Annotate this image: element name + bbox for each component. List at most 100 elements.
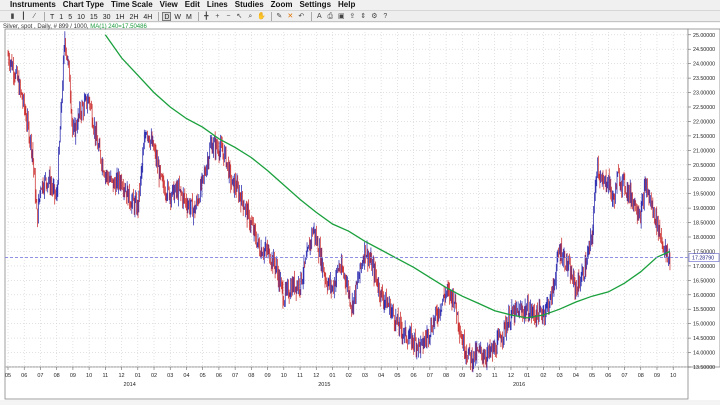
period-m-button[interactable]: M (186, 13, 192, 21)
text-icon[interactable]: A (317, 12, 322, 20)
price-tick-label: 15.50000 (693, 307, 715, 313)
month-label: 02 (346, 373, 352, 379)
price-tick-label: 21.00000 (693, 148, 715, 154)
month-label: 04 (183, 373, 189, 379)
year-label: 2016 (513, 382, 525, 388)
bar-chart-icon[interactable]: ▮ (10, 12, 15, 20)
pencil-icon[interactable]: ✎ (276, 12, 283, 20)
price-tick-label: 19.00000 (693, 206, 715, 212)
timeframe-1h-button[interactable]: 1H (115, 13, 125, 21)
month-label: 01 (329, 373, 335, 379)
toolbar-separator (270, 11, 272, 21)
menu-lines[interactable]: Lines (206, 0, 228, 9)
magnifier-icon[interactable]: ⌕ (248, 12, 253, 20)
menu-zoom[interactable]: Zoom (270, 0, 293, 9)
price-axis-panel (687, 28, 720, 368)
price-tick-label: 22.50000 (693, 105, 715, 111)
scale-icon[interactable]: ⇕ (360, 12, 367, 20)
help-icon[interactable]: ? (383, 12, 388, 20)
year-label: 2015 (318, 382, 330, 388)
menu-view[interactable]: View (159, 0, 178, 9)
menu-instruments[interactable]: Instruments (10, 0, 56, 9)
menu-bar: Instruments Chart Type Time Scale View Edit L… (0, 0, 720, 10)
price-tick-label: 16.00000 (693, 293, 715, 299)
undo-icon[interactable]: ↶ (298, 12, 305, 20)
settings-icon[interactable]: ⚙ (371, 12, 378, 20)
last-price-tag (688, 253, 720, 262)
month-label: 06 (216, 373, 222, 379)
month-label: 09 (70, 373, 76, 379)
hand-icon[interactable]: ✋ (257, 12, 266, 20)
timeframe-15-button[interactable]: 15 (89, 13, 98, 21)
export-icon[interactable]: ⇪ (349, 12, 356, 20)
month-label: 07 (37, 373, 43, 379)
save-icon[interactable]: ▣ (338, 12, 345, 20)
toolbar-separator (310, 11, 312, 21)
month-label: 09 (459, 373, 465, 379)
month-label: 10 (86, 373, 92, 379)
price-tick-label: 20.50000 (693, 163, 715, 169)
cursor-icon[interactable]: ↖ (236, 12, 243, 20)
price-tick-label: 18.00000 (693, 235, 715, 241)
timeframe-30-button[interactable]: 30 (102, 13, 111, 21)
menu-settings[interactable]: Settings (299, 0, 332, 9)
price-tick-label: 23.50000 (693, 76, 715, 82)
month-label: 05 (200, 373, 206, 379)
zoom-out-icon[interactable]: − (226, 12, 231, 20)
month-label: 01 (524, 373, 530, 379)
print-icon[interactable]: ⎙ (327, 12, 334, 20)
price-tick-label: 17.00000 (693, 264, 715, 270)
timeframe-4h-button[interactable]: 4H (143, 13, 153, 21)
month-label: 04 (573, 373, 579, 379)
period-w-button[interactable]: W (174, 13, 182, 21)
price-tick-label: 21.50000 (693, 134, 715, 140)
month-label: 08 (638, 373, 644, 379)
period-d-button[interactable]: D (162, 11, 172, 21)
price-tick-label: 14.00000 (693, 351, 715, 357)
price-tick-label: 13.50000 (693, 365, 715, 371)
last-price-label: 17.28790 (692, 256, 714, 262)
menu-help[interactable]: Help (338, 0, 356, 9)
timeframe-2h-button[interactable]: 2H (129, 13, 139, 21)
timeframe-t-button[interactable]: T (50, 13, 55, 21)
menu-time-scale[interactable]: Time Scale (111, 0, 153, 9)
month-label: 02 (540, 373, 546, 379)
month-label: 02 (151, 373, 157, 379)
price-bars (7, 31, 671, 373)
time-axis-panel (4, 366, 689, 400)
timeframe-5-button[interactable]: 5 (68, 13, 73, 21)
month-label: 05 (394, 373, 400, 379)
month-label: 06 (21, 373, 27, 379)
candle-chart-icon[interactable]: ┃ (21, 12, 26, 20)
price-tick-label: 16.50000 (693, 278, 715, 284)
delete-icon[interactable]: ✕ (287, 12, 294, 20)
chart-area[interactable]: Silver, spot , Daily, # 899 / 1000, MA(1… (0, 23, 720, 400)
timeframe-1-button[interactable]: 1 (59, 13, 64, 21)
month-label: 03 (167, 373, 173, 379)
menu-chart-type[interactable]: Chart Type (62, 0, 104, 9)
month-label: 04 (378, 373, 384, 379)
plot-frame (4, 28, 689, 368)
timeframe-10-button[interactable]: 10 (77, 13, 85, 21)
month-label: 08 (443, 373, 449, 379)
price-tick-label: 23.00000 (693, 91, 715, 97)
month-label: 11 (492, 373, 498, 379)
zoom-in-icon[interactable]: + (215, 12, 220, 20)
menu-studies[interactable]: Studies (234, 0, 264, 9)
price-tick-label: 15.00000 (693, 322, 715, 328)
month-label: 06 (411, 373, 417, 379)
menu-edit[interactable]: Edit (184, 0, 200, 9)
month-label: 10 (670, 373, 676, 379)
price-tick-label: 20.00000 (693, 177, 715, 183)
month-label: 07 (427, 373, 433, 379)
price-tick-label: 14.50000 (693, 336, 715, 342)
price-chart[interactable]: 25.00000 24.50000 24.00000 23.50000 23.00000… (0, 23, 720, 400)
line-chart-icon[interactable]: ⁄ (33, 12, 36, 20)
crosshair-icon[interactable]: ╋ (204, 12, 209, 20)
year-label: 2014 (124, 382, 136, 388)
price-tick-label: 22.00000 (693, 119, 715, 125)
month-label: 09 (265, 373, 271, 379)
month-label: 06 (605, 373, 611, 379)
chart-title: Silver, spot , Daily, # 899 / 1000, MA(1… (3, 24, 147, 30)
toolbar-separator (197, 11, 199, 21)
